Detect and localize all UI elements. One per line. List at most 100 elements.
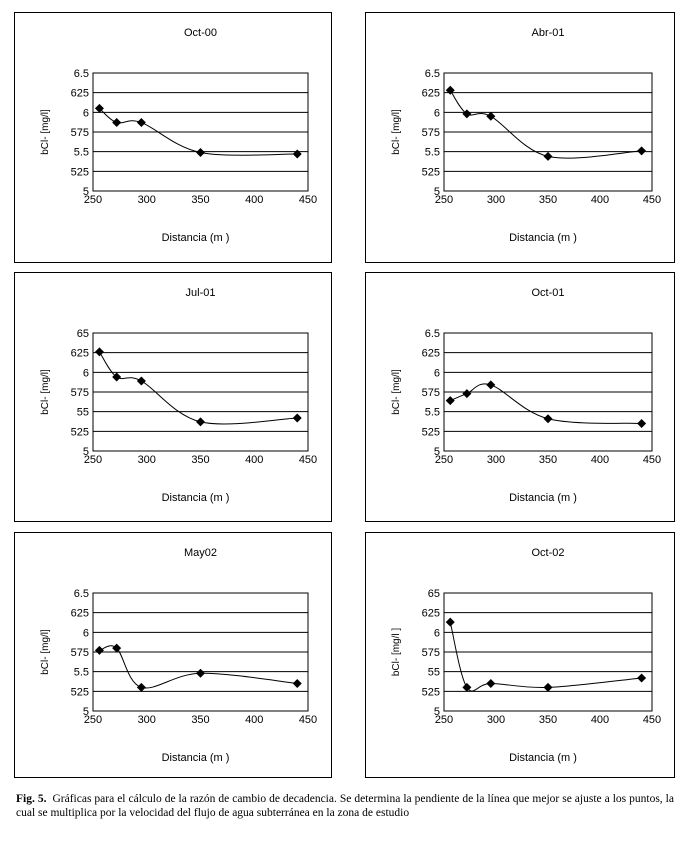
x-tick-label: 400 <box>591 454 609 466</box>
y-tick-label: 6.5 <box>425 328 440 340</box>
data-point-marker <box>292 149 302 159</box>
y-tick-label: 575 <box>422 127 440 139</box>
x-tick-label: 450 <box>643 194 661 206</box>
data-point-marker <box>543 682 553 692</box>
x-tick-label: 450 <box>299 714 317 726</box>
y-tick-label: 5 <box>434 446 440 458</box>
y-tick-label: 65 <box>77 328 89 340</box>
y-tick-label: 5 <box>83 446 89 458</box>
series-line <box>99 351 298 425</box>
x-tick-label: 250 <box>84 194 102 206</box>
chart-title: Oct-02 <box>531 547 564 559</box>
y-tick-label: 625 <box>422 88 440 100</box>
data-point-marker <box>445 617 455 627</box>
data-point-marker <box>136 682 146 692</box>
x-tick-label: 350 <box>191 454 209 466</box>
x-tick-label: 300 <box>487 714 505 726</box>
x-axis-label: Distancia (m ) <box>162 232 230 244</box>
data-point-marker <box>543 151 553 161</box>
chart-panel-oct-02: Oct-02 65 625 6 575 55 525 5 250 300 350 400 450 Dist… <box>365 532 675 778</box>
y-tick-label: 6 <box>434 367 440 379</box>
chart-title: May02 <box>184 547 217 559</box>
plot-area <box>92 592 309 712</box>
x-tick-label: 400 <box>245 454 263 466</box>
chart-title: Jul-01 <box>186 287 216 299</box>
y-axis-label: bCl- [mg/l] <box>391 369 402 415</box>
x-tick-label: 250 <box>84 454 102 466</box>
y-axis-label: bCl- [mg/l] <box>40 369 51 415</box>
data-point-marker <box>94 645 104 655</box>
x-tick-label: 350 <box>539 714 557 726</box>
y-tick-label: 6 <box>434 627 440 639</box>
y-tick-label: 6.5 <box>74 588 89 600</box>
data-point-marker <box>112 118 122 128</box>
x-tick-label: 350 <box>539 454 557 466</box>
plot-area <box>443 72 653 192</box>
data-point-marker <box>112 372 122 382</box>
y-axis-label: bCl- [mg/l] <box>40 629 51 675</box>
data-point-marker <box>637 146 647 156</box>
data-point-marker <box>462 109 472 119</box>
data-point-marker <box>292 413 302 423</box>
y-tick-label: 625 <box>422 608 440 620</box>
data-point-marker <box>136 376 146 386</box>
x-axis-label: Distancia (m ) <box>509 492 577 504</box>
x-tick-label: 350 <box>191 194 209 206</box>
y-tick-label: 575 <box>71 387 89 399</box>
chart-panel-jul-01: Jul-01 65 625 6 575 55 525 5 250 300 350 400 450 Dist… <box>14 272 332 522</box>
x-tick-label: 450 <box>299 194 317 206</box>
y-axis-label: bCl- [mg/l] <box>391 109 402 155</box>
y-tick-label: 65 <box>428 588 440 600</box>
plot-area <box>443 592 653 712</box>
y-tick-label: 575 <box>422 387 440 399</box>
plot-area <box>92 332 309 452</box>
data-point-marker <box>462 389 472 399</box>
data-point-marker <box>136 118 146 128</box>
y-tick-label: 525 <box>71 166 89 178</box>
data-point-marker <box>637 673 647 683</box>
chart-title: Oct-00 <box>184 27 217 39</box>
x-tick-label: 300 <box>138 714 156 726</box>
data-point-marker <box>94 103 104 113</box>
y-tick-label: 625 <box>71 348 89 360</box>
x-tick-label: 300 <box>138 454 156 466</box>
y-tick-label: 55 <box>428 667 440 679</box>
data-point-marker <box>486 380 496 390</box>
x-axis-label: Distancia (m ) <box>162 752 230 764</box>
y-axis-label: bCl- [mg/l] <box>40 109 51 155</box>
plot-area <box>443 332 653 452</box>
x-tick-label: 450 <box>643 714 661 726</box>
x-tick-label: 300 <box>487 454 505 466</box>
y-tick-label: 6 <box>83 627 89 639</box>
data-point-marker <box>486 678 496 688</box>
y-tick-label: 6.5 <box>74 68 89 80</box>
x-tick-label: 300 <box>487 194 505 206</box>
data-point-marker <box>112 643 122 653</box>
x-tick-label: 400 <box>591 714 609 726</box>
y-tick-label: 6 <box>83 367 89 379</box>
y-tick-label: 625 <box>422 348 440 360</box>
y-tick-label: 5 <box>83 706 89 718</box>
chart-title: Abr-01 <box>531 27 564 39</box>
y-tick-label: 5 <box>434 186 440 198</box>
x-tick-label: 350 <box>191 714 209 726</box>
y-tick-label: 5 <box>83 186 89 198</box>
chart-panel-may02: May02 6.5 625 6 575 5.5 525 5 250 300 350 400 450 Dis… <box>14 532 332 778</box>
y-tick-label: 625 <box>71 88 89 100</box>
y-tick-label: 575 <box>71 127 89 139</box>
data-point-marker <box>543 414 553 424</box>
y-tick-label: 525 <box>422 426 440 438</box>
y-tick-label: 625 <box>71 608 89 620</box>
plot-area <box>92 72 309 192</box>
x-tick-label: 250 <box>435 194 453 206</box>
data-point-marker <box>196 147 205 157</box>
y-tick-label: 55 <box>77 407 89 419</box>
x-tick-label: 250 <box>84 714 102 726</box>
y-tick-label: 6.5 <box>425 68 440 80</box>
